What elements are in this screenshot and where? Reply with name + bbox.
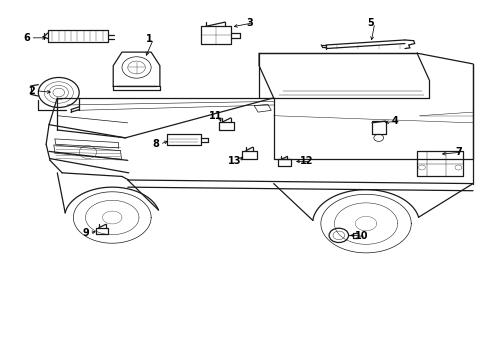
Text: 8: 8: [152, 139, 159, 149]
Text: 12: 12: [299, 157, 313, 166]
Text: 11: 11: [208, 111, 222, 121]
Text: 2: 2: [28, 86, 35, 96]
Text: 13: 13: [227, 157, 241, 166]
Text: 3: 3: [245, 18, 252, 28]
Text: 1: 1: [146, 34, 153, 44]
Text: 5: 5: [367, 18, 373, 28]
Text: 4: 4: [391, 116, 398, 126]
Text: 9: 9: [82, 228, 89, 238]
Text: 6: 6: [23, 33, 30, 43]
Text: 7: 7: [454, 147, 461, 157]
Text: 10: 10: [355, 231, 368, 242]
